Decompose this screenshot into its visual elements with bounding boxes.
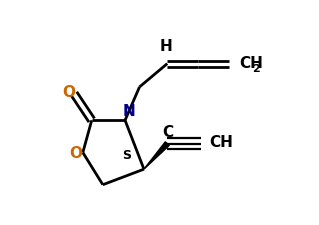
Text: CH: CH xyxy=(240,56,263,71)
Text: H: H xyxy=(160,39,173,54)
Text: CH: CH xyxy=(210,135,234,151)
Text: C: C xyxy=(162,126,174,140)
Text: S: S xyxy=(122,149,131,162)
Text: 2: 2 xyxy=(252,63,260,74)
Text: O: O xyxy=(69,146,82,161)
Polygon shape xyxy=(144,142,169,169)
Text: N: N xyxy=(123,104,136,119)
Text: O: O xyxy=(62,85,75,100)
